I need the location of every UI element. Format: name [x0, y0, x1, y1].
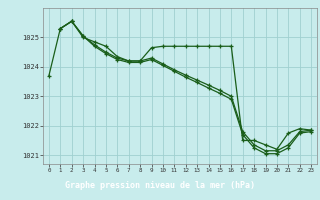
- Text: Graphe pression niveau de la mer (hPa): Graphe pression niveau de la mer (hPa): [65, 182, 255, 190]
